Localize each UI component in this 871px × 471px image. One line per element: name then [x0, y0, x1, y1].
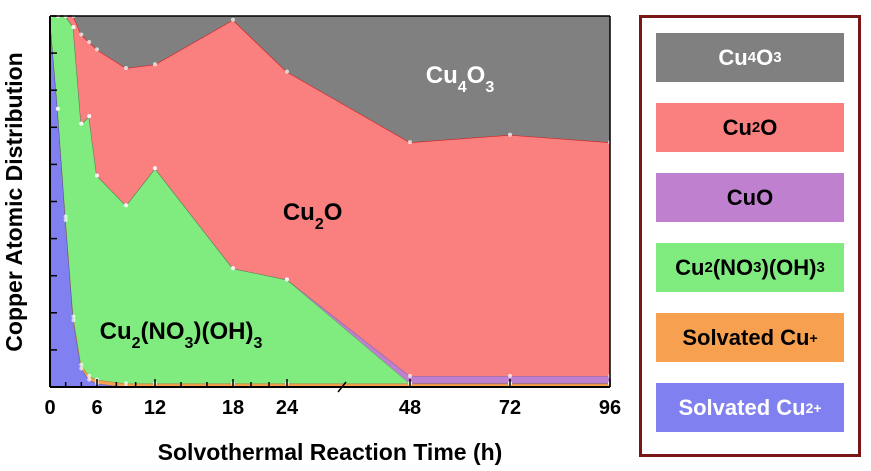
- x-tick-label: 12: [144, 397, 166, 419]
- data-point: [124, 381, 128, 386]
- legend-item: Solvated Cu +: [656, 313, 844, 362]
- x-axis-title: Solvothermal Reaction Time (h): [158, 439, 503, 465]
- legend-item: CuO: [656, 173, 844, 222]
- data-point: [408, 140, 412, 145]
- data-point: [63, 214, 68, 219]
- x-tick-label: 48: [399, 397, 421, 419]
- x-tick-label: 72: [499, 397, 521, 419]
- x-tick-label: 24: [276, 397, 299, 419]
- area-label: Cu2O: [283, 199, 343, 233]
- stacked-area-chart: 0 6 12 18 24 48 72 96 Cu4O3 Cu2O Cu2(NO3)(OH)3 So…: [1, 14, 621, 465]
- data-point: [87, 39, 92, 44]
- data-point: [153, 166, 157, 171]
- data-point: [79, 362, 84, 367]
- data-point: [153, 62, 157, 67]
- data-point: [231, 17, 235, 22]
- data-point: [124, 203, 128, 208]
- data-point: [508, 132, 512, 137]
- area-label: Cu2(NO3)(OH)3: [100, 318, 263, 352]
- legend-item: Cu 2 O: [656, 103, 844, 152]
- x-tick-label: 96: [599, 397, 621, 419]
- x-tick-label: 18: [222, 397, 244, 419]
- marker-layer: [48, 14, 612, 389]
- data-point: [231, 266, 235, 271]
- data-point: [95, 47, 99, 52]
- data-point: [55, 106, 60, 111]
- data-point: [71, 318, 76, 323]
- legend: Cu 4 O 3 Cu 2 O CuO Cu 2 (NO 3)(OH) 3 Solvated Cu + Sol…: [639, 15, 861, 457]
- data-point: [63, 218, 68, 223]
- data-point: [285, 69, 289, 74]
- data-point: [79, 366, 84, 371]
- data-point: [71, 25, 76, 30]
- data-point: [408, 373, 412, 378]
- data-point: [124, 65, 128, 70]
- data-point: [79, 32, 84, 37]
- area-label: Cu4O3: [426, 62, 495, 96]
- x-tick-label: 6: [91, 397, 102, 419]
- data-point: [87, 373, 92, 378]
- data-point: [95, 173, 99, 178]
- legend-item: Solvated Cu 2+: [656, 383, 844, 432]
- area-label-layer: Cu4O3 Cu2O Cu2(NO3)(OH)3: [100, 62, 495, 351]
- axis-break-mark: [337, 381, 347, 393]
- legend-item: Cu 4 O 3: [656, 33, 844, 82]
- data-point: [285, 277, 289, 282]
- data-point: [71, 314, 76, 319]
- data-point: [87, 114, 92, 119]
- legend-item: Cu 2 (NO 3)(OH) 3: [656, 243, 844, 292]
- x-tick-label: 0: [44, 397, 55, 419]
- y-axis-title: Copper Atomic Distribution: [1, 52, 27, 351]
- axes-layer: 0 6 12 18 24 48 72 96: [44, 15, 621, 419]
- data-point: [87, 377, 92, 382]
- data-point: [508, 373, 512, 378]
- data-point: [79, 121, 84, 126]
